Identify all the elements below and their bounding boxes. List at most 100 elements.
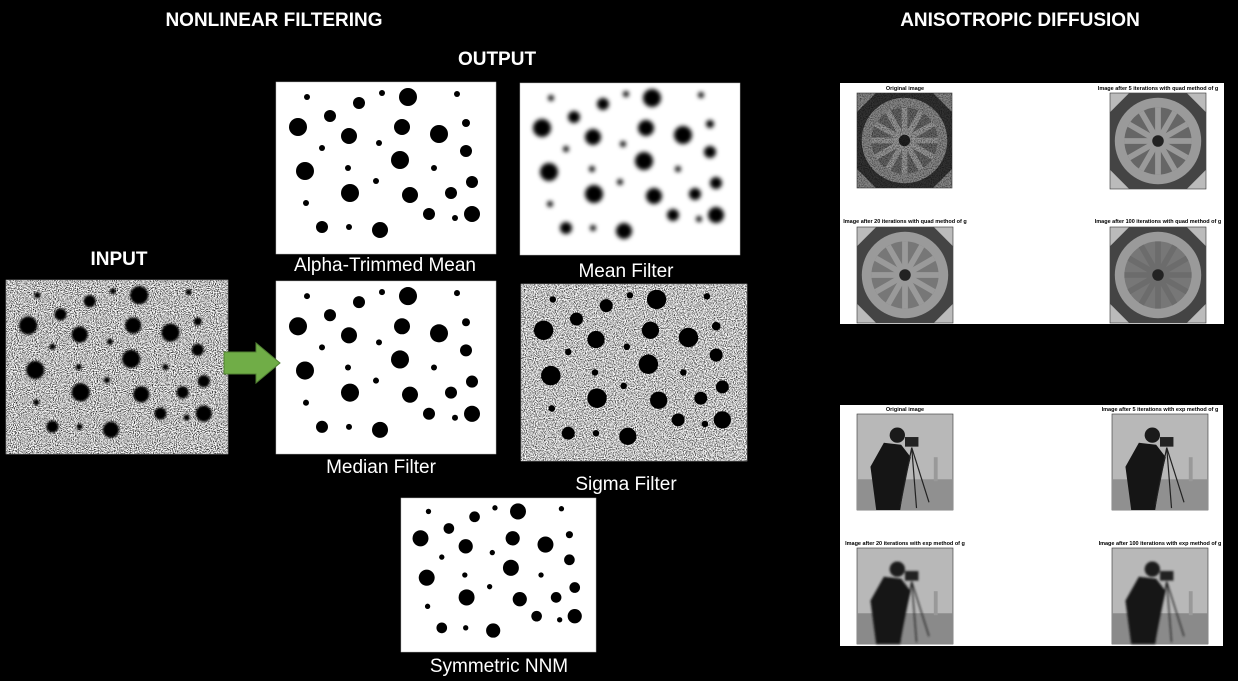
dot bbox=[533, 320, 554, 341]
dot bbox=[162, 363, 169, 371]
dot bbox=[592, 429, 600, 437]
diffusion-image bbox=[1109, 226, 1207, 324]
dot bbox=[489, 549, 495, 556]
dot bbox=[568, 111, 580, 123]
dot bbox=[711, 321, 721, 331]
dot bbox=[161, 323, 180, 342]
head bbox=[889, 561, 905, 577]
dot bbox=[353, 97, 365, 109]
output-label: OUTPUT bbox=[458, 49, 537, 70]
dot bbox=[109, 288, 116, 295]
caption: Symmetric NNM bbox=[430, 656, 568, 677]
dots bbox=[19, 286, 212, 438]
input-label: INPUT bbox=[91, 249, 148, 270]
camera bbox=[1160, 571, 1174, 581]
dot bbox=[464, 405, 480, 422]
dot bbox=[713, 411, 731, 429]
dot bbox=[324, 309, 336, 322]
dot bbox=[704, 146, 716, 158]
dot bbox=[394, 318, 410, 335]
diffusion-image bbox=[856, 413, 954, 511]
dot bbox=[531, 610, 542, 622]
diffusion-image bbox=[1111, 413, 1209, 511]
subplot-title: Image after 5 iterations with exp method… bbox=[1102, 407, 1219, 413]
subplot-title: Image after 100 iterations with exp meth… bbox=[1099, 541, 1222, 547]
dot bbox=[466, 375, 478, 388]
dot bbox=[379, 289, 385, 296]
dot bbox=[379, 90, 385, 96]
dot bbox=[316, 420, 328, 433]
dot bbox=[547, 201, 553, 207]
dot bbox=[565, 348, 572, 356]
dot bbox=[643, 89, 661, 107]
dot bbox=[563, 146, 569, 152]
dot bbox=[620, 141, 626, 147]
dot bbox=[49, 343, 56, 350]
hub bbox=[1152, 135, 1164, 147]
dot bbox=[346, 224, 352, 230]
subplot-title: Original image bbox=[886, 86, 924, 92]
dot bbox=[464, 206, 480, 222]
dot bbox=[71, 383, 90, 402]
dot bbox=[402, 386, 418, 403]
dot bbox=[372, 222, 388, 238]
caption: Sigma Filter bbox=[575, 474, 677, 495]
dot bbox=[617, 179, 623, 185]
dot bbox=[423, 208, 435, 220]
dot bbox=[103, 377, 110, 384]
dot bbox=[638, 120, 654, 136]
dot bbox=[537, 536, 554, 553]
dot bbox=[462, 318, 470, 327]
dot bbox=[394, 119, 410, 135]
dots bbox=[289, 287, 480, 438]
dot bbox=[585, 185, 603, 203]
dot bbox=[667, 209, 679, 221]
dot bbox=[540, 163, 558, 181]
dot bbox=[19, 316, 38, 335]
dot bbox=[458, 589, 475, 606]
dot bbox=[176, 386, 189, 399]
dot bbox=[549, 296, 557, 303]
dot bbox=[431, 364, 437, 371]
dot bbox=[585, 129, 601, 145]
dot bbox=[460, 344, 472, 357]
dot bbox=[418, 569, 435, 586]
dot bbox=[635, 152, 653, 170]
tripod bbox=[911, 581, 930, 637]
subplot-title: Original image bbox=[886, 407, 924, 413]
right-title: ANISOTROPIC DIFFUSION bbox=[900, 10, 1140, 31]
dot bbox=[587, 388, 607, 408]
dot bbox=[462, 119, 470, 127]
head bbox=[889, 427, 905, 443]
tripod bbox=[1166, 447, 1173, 509]
dot bbox=[430, 324, 448, 343]
dot bbox=[26, 360, 45, 380]
tripod bbox=[911, 581, 918, 643]
camera bbox=[905, 437, 919, 447]
dot bbox=[391, 151, 409, 169]
subplot-title: Image after 20 iterations with quad meth… bbox=[843, 219, 966, 225]
dot bbox=[550, 592, 562, 603]
dot bbox=[304, 293, 310, 300]
dots bbox=[533, 89, 724, 239]
dot bbox=[533, 119, 551, 137]
dot bbox=[445, 187, 457, 199]
tripod bbox=[1166, 581, 1185, 637]
tripod bbox=[1166, 581, 1173, 643]
diffusion-image bbox=[1109, 92, 1207, 190]
tower bbox=[1188, 591, 1193, 616]
caption: Alpha-Trimmed Mean bbox=[294, 255, 476, 276]
filtered-image bbox=[5, 279, 229, 455]
figure bbox=[870, 427, 930, 510]
tower bbox=[933, 457, 938, 482]
subplot-title: Image after 100 iterations with quad met… bbox=[1095, 219, 1222, 225]
dot bbox=[646, 188, 662, 204]
dot bbox=[71, 326, 88, 343]
dot bbox=[341, 327, 357, 344]
dot bbox=[641, 321, 660, 339]
hub bbox=[899, 269, 911, 281]
dot bbox=[341, 184, 359, 202]
dot bbox=[445, 386, 457, 399]
dot bbox=[154, 407, 167, 420]
